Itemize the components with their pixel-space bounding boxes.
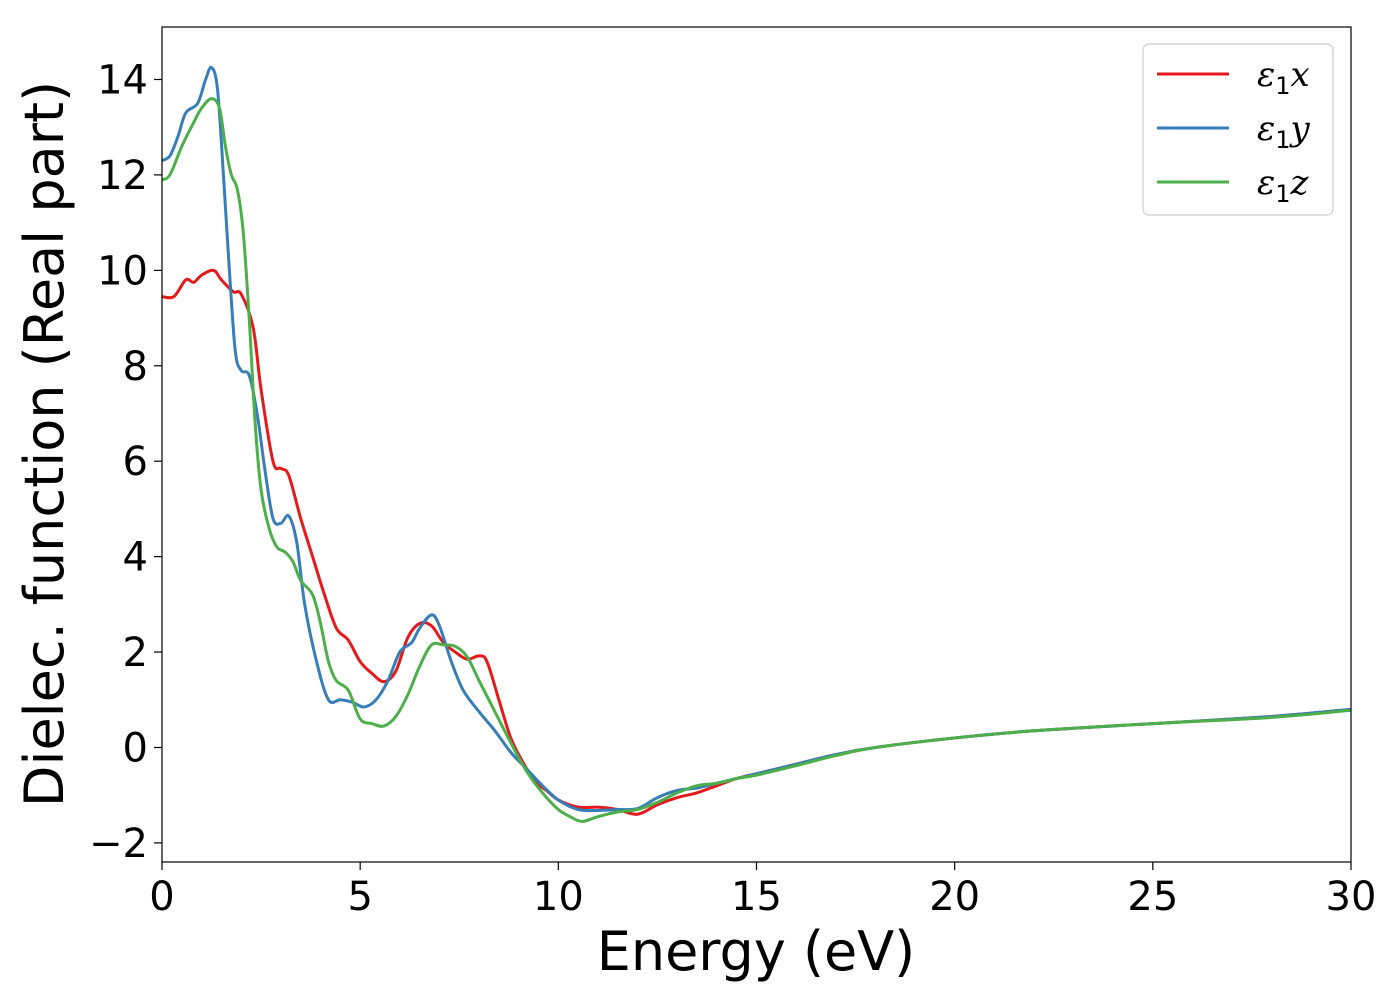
- legend-label: ε1y: [1257, 109, 1311, 154]
- x-tick-label: 25: [1127, 874, 1178, 920]
- legend-label: ε1x: [1257, 55, 1310, 100]
- y-tick-label: −2: [89, 821, 148, 867]
- y-tick-label: 0: [123, 725, 148, 771]
- y-tick-label: 6: [123, 439, 148, 485]
- x-axis-label: Energy (eV): [597, 920, 916, 983]
- y-tick-label: 4: [123, 535, 148, 581]
- y-tick-label: 2: [123, 630, 148, 676]
- series-line-z: [162, 97, 1351, 823]
- y-tick-label: 8: [123, 344, 148, 390]
- x-tick-label: 30: [1326, 874, 1377, 920]
- x-tick-label: 5: [347, 874, 372, 920]
- x-tick-label: 20: [929, 874, 980, 920]
- legend-box: [1142, 43, 1334, 216]
- y-tick-label: 12: [97, 153, 148, 199]
- x-tick-label: 0: [149, 874, 174, 920]
- x-axis: 0 5 10 15 20 25 30: [149, 862, 1376, 920]
- y-axis-label: Dielec. function (Real part): [13, 81, 76, 807]
- series-layer: [162, 65, 1351, 823]
- x-tick-label: 10: [533, 874, 584, 920]
- y-axis: −2 0 2 4 6 8 10 12 14: [89, 57, 162, 867]
- legend: ε1x ε1y ε1z: [1142, 43, 1334, 216]
- y-tick-label: 10: [97, 248, 148, 294]
- legend-label: ε1z: [1257, 163, 1310, 208]
- x-tick-label: 15: [731, 874, 782, 920]
- y-tick-label: 14: [97, 57, 148, 103]
